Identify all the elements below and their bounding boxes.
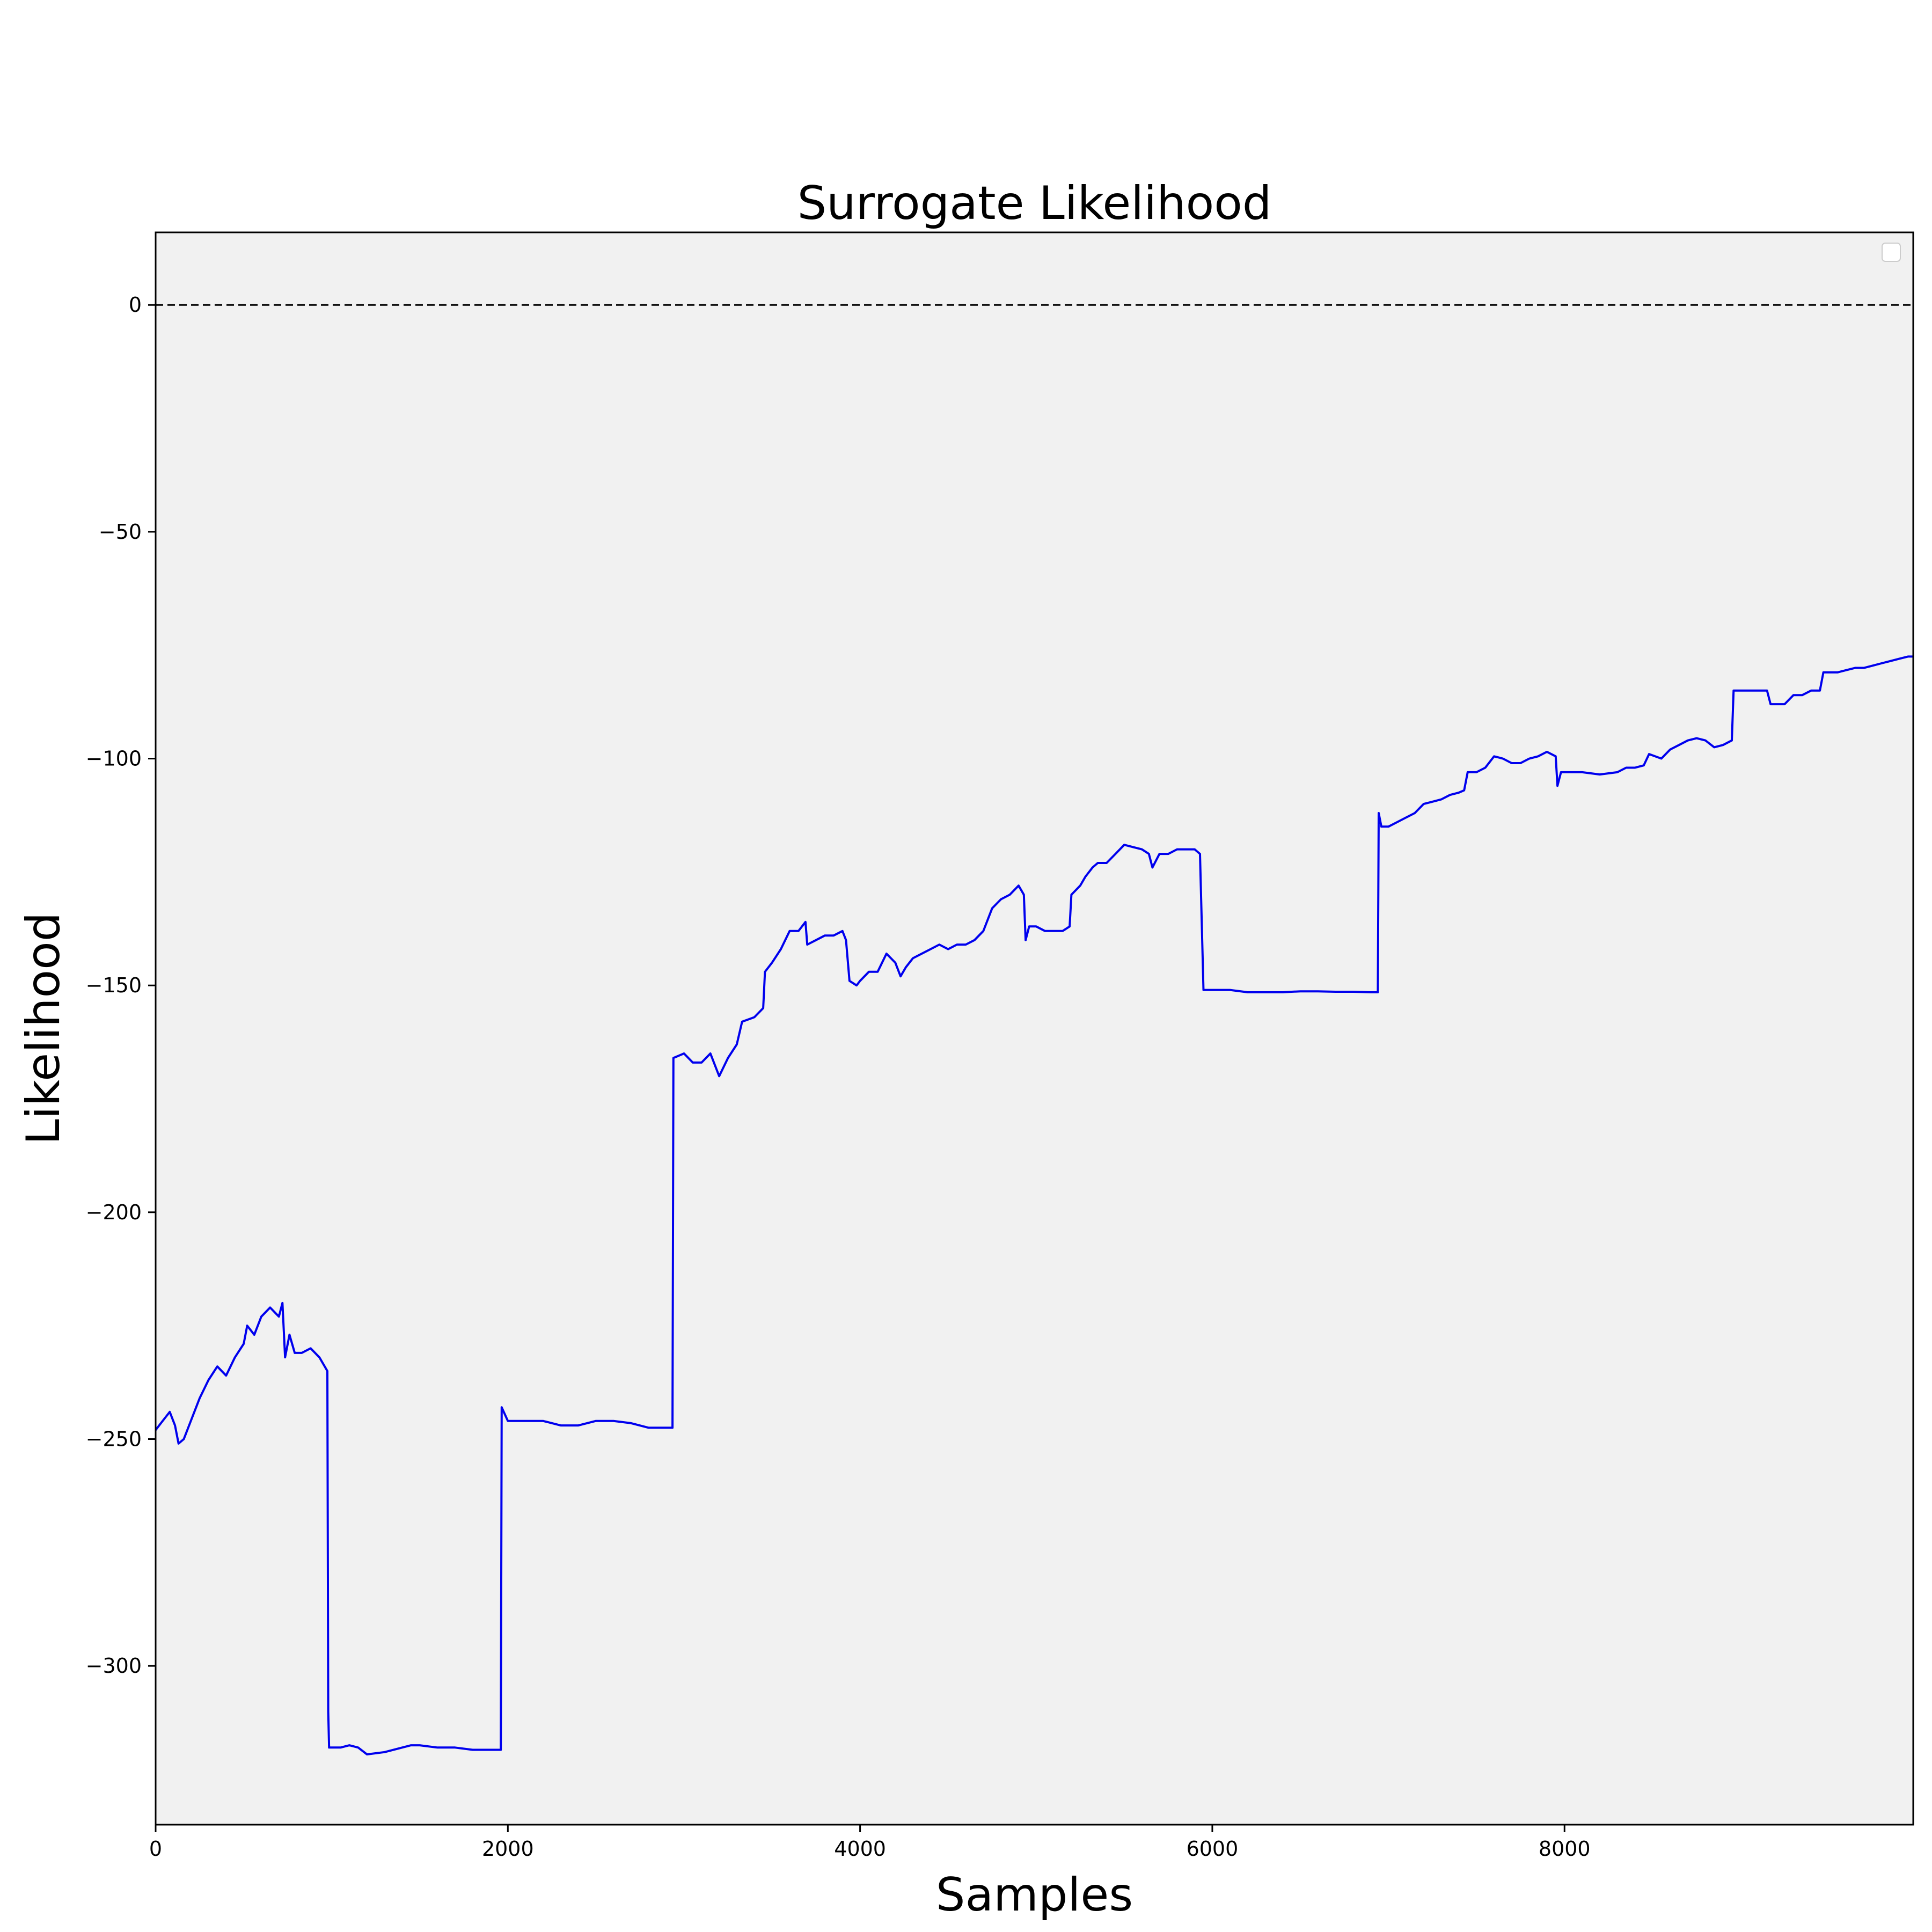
ticks-layer: 0 2000 4000 6000 8000 0 −50 −100 −150 −200 −250 −30… [86,293,1591,1861]
y-tick-label: −200 [86,1201,142,1224]
legend-box [1882,243,1901,262]
x-tick-label: 2000 [482,1837,534,1861]
series-line-0 [155,655,1913,1755]
legend [1882,243,1901,262]
series-layer [155,655,1913,1755]
y-axis-label: Likelihood [17,912,70,1145]
chart-title: Surrogate Likelihood [797,177,1272,230]
y-tick-label: −250 [86,1427,142,1451]
y-tick-label: 0 [129,293,142,317]
x-axis-label: Samples [936,1868,1133,1922]
y-tick-label: −150 [86,974,142,997]
x-tick-label: 0 [149,1837,162,1861]
x-tick-label: 6000 [1187,1837,1239,1861]
x-tick-label: 4000 [834,1837,886,1861]
plot-frame [155,231,1914,1826]
plot-area [156,232,1913,1825]
y-tick-label: −100 [86,747,142,771]
y-tick-label: −50 [99,520,142,544]
y-tick-label: −300 [86,1654,142,1678]
x-tick-label: 8000 [1539,1837,1591,1861]
